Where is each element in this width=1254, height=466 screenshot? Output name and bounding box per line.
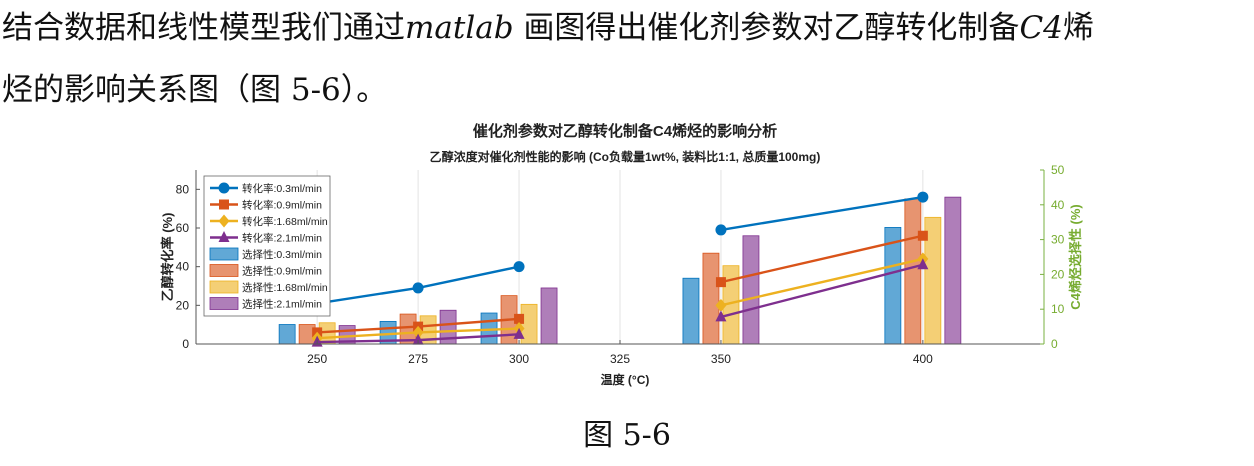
x-tick-label: 275 [408, 352, 428, 366]
y-tick-label: 80 [176, 182, 190, 196]
paragraph-text-a: 结合数据和线性模型我们通过 [2, 10, 405, 46]
paragraph-italic-matlab: matlab [405, 10, 514, 46]
legend-label: 转化率:0.3ml/min [242, 182, 322, 195]
figure-caption: 图 5-6 [583, 418, 671, 453]
bar [904, 198, 922, 345]
series-line [720, 234, 924, 284]
bar [540, 287, 558, 345]
legend-bar-swatch [209, 280, 239, 294]
y-axis-label: 乙醇转化率 (%) [160, 213, 175, 302]
y2-tick-label: 0 [1051, 337, 1058, 351]
legend-label: 转化率:0.9ml/min [242, 199, 322, 212]
line-point [715, 277, 726, 288]
legend-box [203, 175, 331, 317]
legend-label: 转化率:2.1ml/min [242, 232, 322, 245]
line-point [715, 224, 727, 236]
line-point [412, 333, 424, 345]
chart-title: 催化剂参数对乙醇转化制备C4烯烃的影响分析 [473, 122, 777, 140]
bar [702, 252, 720, 345]
line-point [513, 327, 525, 339]
legend-label: 转化率:1.68ml/min [242, 215, 328, 228]
paragraph-text-c: 烯 [1062, 10, 1094, 46]
line-point [917, 191, 929, 203]
legend-label: 选择性:0.3ml/min [242, 248, 322, 261]
line-point [219, 199, 229, 210]
series-line [720, 257, 924, 307]
line-point [715, 298, 727, 312]
line-point [513, 261, 525, 273]
line-point [514, 313, 525, 324]
line-point [715, 310, 727, 322]
chart-subtitle: 乙醇浓度对催化剂性能的影响 (Co负载量1wt%, 装料比1:1, 总质量100… [430, 149, 821, 164]
paragraph-italic-c4: C4 [1019, 10, 1063, 46]
paragraph-line-2: 烃的影响关系图（图 5-6）。 [2, 72, 388, 108]
line-point [412, 325, 424, 339]
series-line [720, 195, 924, 232]
bar [742, 235, 760, 345]
series-line [720, 263, 924, 319]
paragraph-line-1: 结合数据和线性模型我们通过matlab 画图得出催化剂参数对乙醇转化制备C4烯 [2, 8, 1094, 48]
legend-label: 选择性:1.68ml/min [242, 281, 328, 294]
bar [682, 277, 700, 345]
legend-bar-swatch [209, 264, 239, 277]
bar [278, 324, 296, 345]
y2-tick-label: 10 [1051, 302, 1065, 316]
y-tick-label: 0 [182, 337, 189, 351]
x-tick-label: 250 [307, 352, 327, 366]
y-tick-label: 20 [176, 298, 190, 312]
line-point [917, 258, 929, 270]
line-point [218, 231, 230, 242]
line-point [218, 182, 230, 194]
legend-label: 选择性:2.1ml/min [242, 298, 322, 311]
y2-tick-label: 40 [1051, 198, 1065, 212]
y2-tick-label: 30 [1051, 233, 1065, 247]
bar [944, 196, 962, 345]
legend-bar-swatch [209, 297, 239, 310]
x-tick-label: 350 [711, 352, 731, 366]
paragraph-text-b: 画图得出催化剂参数对乙醇转化制备 [523, 10, 1020, 46]
x-tick-label: 300 [509, 352, 529, 366]
y-tick-label: 40 [176, 260, 190, 274]
x-axis-label: 温度 (°C) [601, 372, 650, 387]
y2-tick-label: 50 [1051, 163, 1065, 177]
x-tick-label: 325 [610, 352, 630, 366]
x-tick-label: 400 [913, 352, 933, 366]
legend-bar-swatch [209, 247, 239, 261]
y2-tick-label: 20 [1051, 267, 1065, 281]
y2-axis-label: C4烯烃选择性 (%) [1068, 204, 1083, 309]
line-point [218, 214, 230, 228]
legend-label: 选择性:0.9ml/min [242, 265, 322, 278]
line-point [917, 230, 928, 241]
line-point [412, 282, 424, 294]
y-tick-label: 60 [176, 221, 190, 235]
